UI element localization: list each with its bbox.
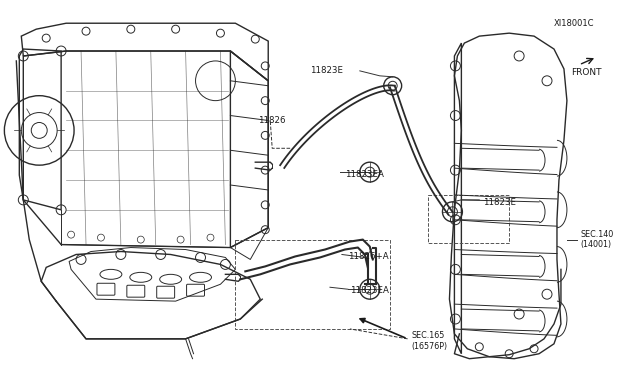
Text: XI18001C: XI18001C — [554, 19, 595, 28]
Text: 11823E: 11823E — [483, 198, 516, 207]
Text: 11826+A: 11826+A — [348, 253, 388, 262]
Text: 11826: 11826 — [259, 116, 286, 125]
Text: SEC.140
(14001): SEC.140 (14001) — [581, 230, 614, 249]
Text: 11823EA: 11823EA — [350, 286, 388, 295]
Text: SEC.165
(16576P): SEC.165 (16576P) — [412, 331, 448, 350]
Text: 11823EA: 11823EA — [345, 170, 384, 179]
Text: FRONT: FRONT — [571, 68, 602, 77]
Text: 11823E: 11823E — [310, 66, 343, 75]
